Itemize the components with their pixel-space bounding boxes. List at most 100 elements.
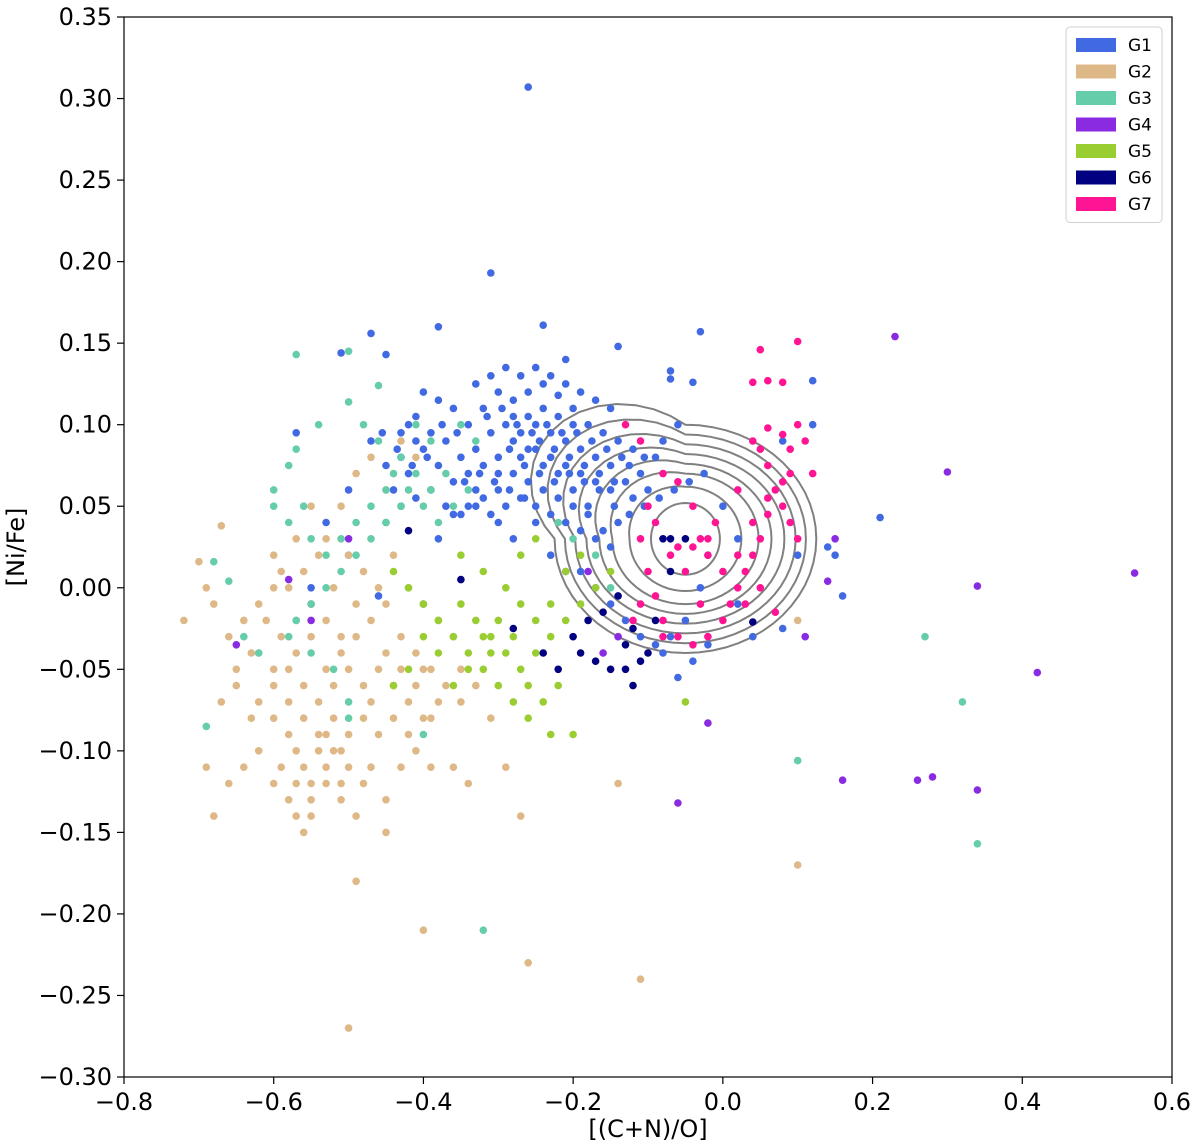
data-point-g5 — [569, 730, 577, 739]
data-point-g1 — [614, 437, 622, 445]
y-tick-label: −0.05 — [38, 655, 112, 683]
data-point-g7 — [786, 445, 794, 454]
data-point-g7 — [801, 437, 809, 445]
data-point-g4 — [1130, 569, 1139, 577]
data-point-g5 — [494, 681, 503, 690]
data-point-g1 — [565, 453, 574, 462]
data-point-g4 — [838, 776, 847, 784]
data-point-g1 — [490, 478, 499, 486]
data-point-g2 — [322, 616, 330, 625]
data-point-g7 — [734, 584, 742, 592]
data-point-g1 — [666, 367, 675, 375]
data-point-g1 — [685, 478, 693, 486]
data-point-g1 — [636, 469, 645, 478]
data-point-g2 — [269, 665, 278, 674]
data-point-g6 — [749, 618, 757, 626]
data-point-g1 — [550, 445, 559, 454]
data-point-g5 — [516, 665, 525, 674]
data-point-g5 — [502, 584, 510, 592]
data-point-g3 — [382, 486, 390, 494]
data-point-g7 — [764, 461, 772, 470]
data-point-g5 — [449, 681, 458, 690]
data-point-g1 — [516, 429, 525, 437]
data-point-g1 — [513, 420, 521, 429]
data-point-g7 — [793, 420, 802, 429]
data-point-g1 — [539, 321, 547, 330]
data-point-g1 — [494, 453, 503, 462]
data-point-g2 — [427, 763, 435, 771]
data-point-g2 — [292, 535, 301, 543]
legend-swatch — [1076, 170, 1116, 185]
data-point-g3 — [307, 600, 315, 608]
data-point-g3 — [359, 420, 368, 429]
data-point-g1 — [367, 329, 375, 338]
data-point-g1 — [524, 445, 532, 454]
data-point-g6 — [681, 535, 690, 543]
data-point-g1 — [397, 429, 405, 437]
data-point-g6 — [659, 535, 667, 543]
data-point-g5 — [434, 649, 443, 657]
data-point-g7 — [644, 567, 652, 576]
data-point-g7 — [778, 430, 787, 439]
data-point-g1 — [614, 518, 622, 527]
data-point-g2 — [442, 681, 450, 690]
data-point-g1 — [344, 486, 353, 494]
data-point-g1 — [778, 624, 787, 633]
data-point-g3 — [269, 502, 278, 511]
data-point-g1 — [573, 429, 581, 437]
data-point-g1 — [595, 469, 604, 478]
data-point-g2 — [352, 812, 360, 820]
data-point-g3 — [292, 616, 301, 625]
data-point-g1 — [674, 420, 682, 429]
legend-swatch — [1076, 64, 1116, 79]
data-point-g1 — [378, 429, 387, 437]
data-point-g2 — [412, 681, 420, 690]
data-point-g1 — [464, 420, 473, 429]
data-point-g2 — [292, 812, 301, 820]
data-point-g2 — [292, 649, 301, 657]
data-point-g1 — [554, 412, 562, 421]
data-point-g1 — [531, 445, 540, 454]
data-point-g1 — [509, 535, 518, 543]
data-point-g3 — [292, 445, 301, 454]
data-point-g7 — [704, 535, 712, 543]
data-point-g1 — [509, 469, 518, 478]
data-point-g2 — [269, 584, 278, 592]
data-point-g1 — [569, 420, 577, 429]
data-point-g2 — [359, 779, 368, 788]
data-point-g1 — [516, 453, 525, 462]
data-point-g1 — [546, 372, 555, 380]
data-point-g7 — [734, 486, 742, 494]
data-point-g2 — [299, 567, 308, 576]
plot-area — [124, 17, 1172, 1077]
data-point-g2 — [277, 567, 286, 576]
data-point-g6 — [666, 535, 675, 543]
data-point-g1 — [412, 412, 420, 421]
data-point-g3 — [299, 502, 308, 511]
data-point-g2 — [419, 665, 428, 674]
data-point-g2 — [322, 763, 330, 771]
data-point-g1 — [659, 649, 667, 657]
data-point-g3 — [554, 518, 562, 527]
data-point-g2 — [344, 730, 353, 739]
data-point-g7 — [764, 494, 772, 502]
data-point-g1 — [531, 363, 540, 372]
data-point-g1 — [621, 616, 630, 625]
data-point-g3 — [442, 469, 450, 478]
data-point-g2 — [367, 698, 375, 706]
data-point-g7 — [793, 535, 802, 543]
data-point-g2 — [307, 502, 315, 511]
data-point-g2 — [397, 665, 405, 674]
data-point-g2 — [524, 959, 532, 967]
data-point-g3 — [397, 502, 405, 511]
data-point-g2 — [269, 779, 278, 788]
data-point-g1 — [554, 469, 562, 478]
data-point-g2 — [240, 763, 248, 771]
data-point-g3 — [591, 551, 600, 559]
data-point-g7 — [756, 445, 765, 454]
data-point-g5 — [561, 616, 570, 625]
data-point-g3 — [367, 535, 375, 543]
data-point-g2 — [382, 796, 390, 804]
data-point-g1 — [524, 388, 532, 396]
data-point-g7 — [778, 378, 787, 387]
